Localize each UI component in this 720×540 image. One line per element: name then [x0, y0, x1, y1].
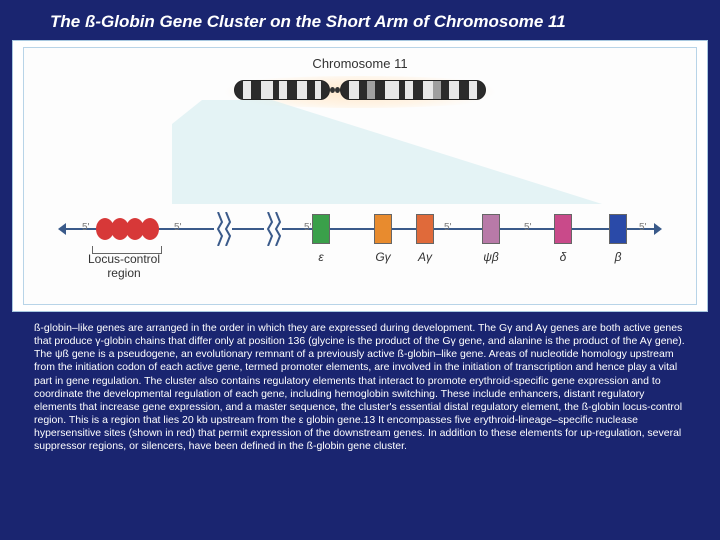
gene-a-gamma — [416, 214, 434, 244]
lcr-site — [141, 218, 159, 240]
diagram-inner: Chromosome 11 Locus-control region ε Gγ Aγ… — [23, 47, 697, 305]
chrom-band — [297, 81, 307, 99]
chrom-band — [433, 81, 441, 99]
chromosome-p-arm — [234, 80, 330, 100]
gene-beta — [609, 214, 627, 244]
centromere — [330, 86, 340, 94]
chrom-band — [477, 81, 485, 99]
chromosome-q-arm — [340, 80, 486, 100]
chrom-band — [469, 81, 477, 99]
chrom-band — [375, 81, 385, 99]
chrom-band — [423, 81, 433, 99]
chrom-band — [235, 81, 243, 99]
five-prime-tick: 5' — [524, 222, 531, 233]
gene-psi-beta — [482, 214, 500, 244]
chrom-band — [261, 81, 273, 99]
gene-epsilon — [312, 214, 330, 244]
five-prime-tick: 5' — [639, 222, 646, 233]
chrom-band — [341, 81, 349, 99]
chrom-band — [243, 81, 251, 99]
track-break — [264, 212, 282, 246]
chrom-band — [385, 81, 399, 99]
page-title: The ß-Globin Gene Cluster on the Short A… — [0, 0, 720, 40]
gene-label-delta: δ — [560, 250, 567, 264]
gene-track: Locus-control region εGγAγψβδβ 5'5'5'5'5… — [64, 206, 656, 276]
chrom-band — [321, 81, 329, 99]
chrom-band — [441, 81, 449, 99]
gene-g-gamma — [374, 214, 392, 244]
five-prime-tick: 5' — [82, 222, 89, 233]
five-prime-tick: 5' — [304, 222, 311, 233]
chrom-band — [459, 81, 469, 99]
chrom-band — [279, 81, 287, 99]
locus-control-region — [96, 218, 156, 240]
chrom-band — [449, 81, 459, 99]
gene-label-beta: β — [615, 250, 622, 264]
chromosome-ideogram — [234, 80, 486, 100]
gene-label-g-gamma: Gγ — [375, 250, 390, 264]
chrom-band — [251, 81, 261, 99]
gene-label-a-gamma: Aγ — [418, 250, 432, 264]
five-prime-tick: 5' — [174, 222, 181, 233]
chrom-band — [287, 81, 297, 99]
five-prime-tick: 5' — [444, 222, 451, 233]
chrom-band — [349, 81, 359, 99]
gene-delta — [554, 214, 572, 244]
chrom-band — [405, 81, 413, 99]
lcr-caption: Locus-control region — [74, 252, 174, 280]
chromosome-label: Chromosome 11 — [312, 56, 407, 71]
chrom-band — [359, 81, 367, 99]
description-text: ß-globin–like genes are arranged in the … — [0, 312, 720, 453]
diagram-frame: Chromosome 11 Locus-control region ε Gγ Aγ… — [12, 40, 708, 312]
chrom-band — [307, 81, 315, 99]
chrom-band — [413, 81, 423, 99]
chrom-band — [367, 81, 375, 99]
track-break — [214, 212, 232, 246]
gene-label-epsilon: ε — [318, 250, 323, 264]
gene-label-psi-beta: ψβ — [483, 250, 499, 264]
